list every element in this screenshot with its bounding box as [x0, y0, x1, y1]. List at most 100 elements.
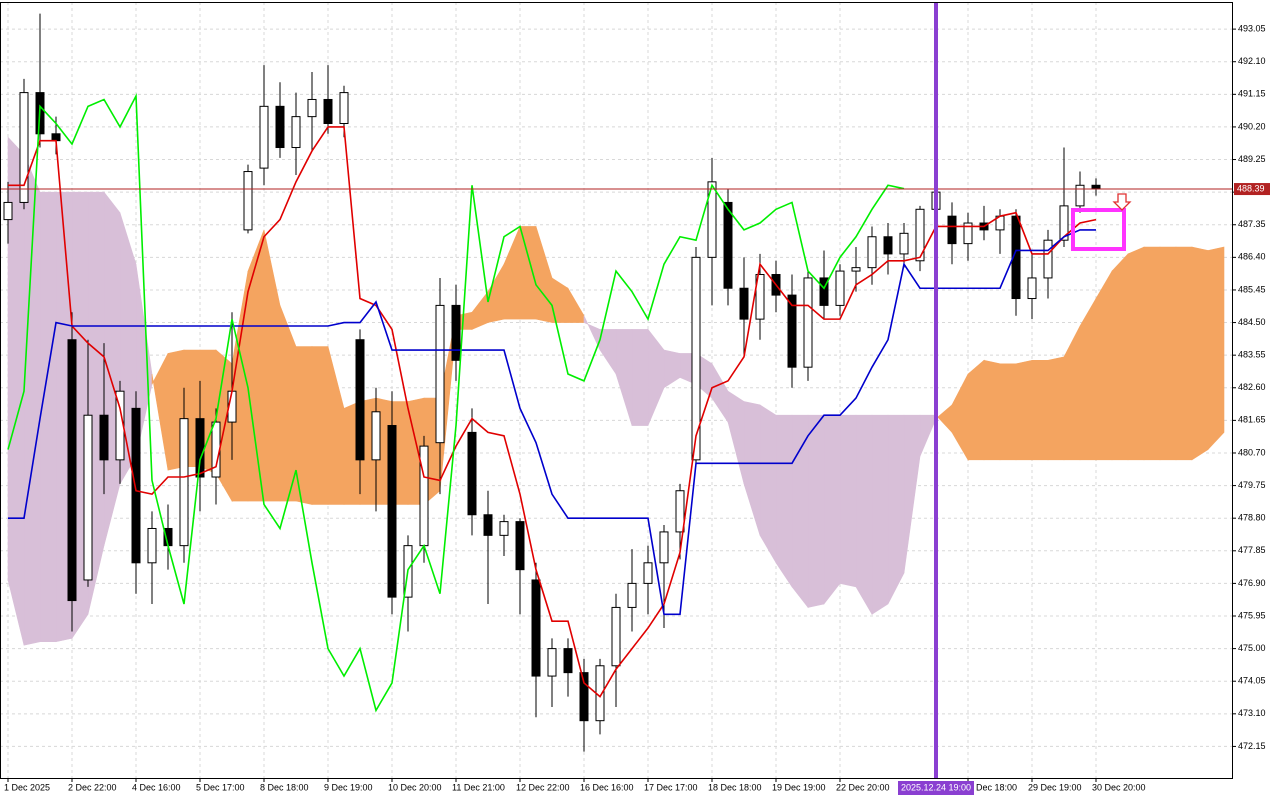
- cloud-segment: [1175, 246, 1193, 461]
- x-tick-label: 22 Dec 20:00: [836, 782, 890, 792]
- cloud-segment: [839, 414, 857, 588]
- cloud-segment: [823, 414, 841, 605]
- highlight-box: [1071, 208, 1126, 251]
- candle-body: [291, 116, 301, 149]
- cloud-segment: [1079, 297, 1097, 461]
- indicator-line: [7, 92, 905, 713]
- y-tick-label: 475.95: [1238, 610, 1266, 620]
- candle-body: [835, 270, 845, 306]
- y-tick-label: 485.45: [1238, 284, 1266, 294]
- x-tick-label: 1 Dec 2025: [4, 782, 50, 792]
- candle-body: [451, 304, 461, 361]
- y-tick-label: 476.90: [1238, 578, 1266, 588]
- y-tick-label: 486.40: [1238, 252, 1266, 262]
- crosshair-label-box: [898, 781, 974, 795]
- cloud-segment: [999, 363, 1017, 461]
- cloud-segment: [23, 154, 41, 646]
- candle-body: [243, 171, 253, 231]
- candle-body: [947, 215, 957, 245]
- candle-body: [707, 181, 717, 258]
- candle-body: [499, 521, 509, 536]
- candle-body: [1091, 184, 1101, 190]
- candle-body: [1027, 277, 1037, 300]
- cloud-segment: [887, 414, 905, 605]
- candle-body: [1043, 239, 1053, 279]
- x-tick-label: 2 Dec 22:00: [68, 782, 117, 792]
- candle-body: [675, 490, 685, 533]
- cloud-segment: [791, 414, 809, 609]
- cloud-segment: [1143, 246, 1161, 461]
- cloud-segment: [1031, 360, 1049, 461]
- candle-body: [1059, 205, 1069, 241]
- candle-body: [179, 418, 189, 547]
- x-tick-label: 30 Dec 20:00: [1092, 782, 1146, 792]
- cloud-segment: [1159, 246, 1177, 461]
- x-tick-label: 10 Dec 20:00: [388, 782, 442, 792]
- candle-body: [867, 236, 877, 269]
- cloud-segment: [103, 191, 121, 546]
- plot: [0, 2, 1232, 778]
- candle-body: [883, 236, 893, 255]
- candle-body: [819, 277, 829, 306]
- candle-body: [1075, 184, 1085, 207]
- y-tick-label: 478.80: [1238, 513, 1266, 523]
- cloud-segment: [1015, 359, 1033, 461]
- cloud-segment: [855, 414, 873, 616]
- y-tick-label: 473.10: [1238, 708, 1266, 718]
- cloud-segment: [967, 359, 985, 461]
- cloud-segment: [1207, 246, 1225, 451]
- candle-body: [963, 222, 973, 245]
- cloud-segment: [775, 414, 793, 588]
- x-tick-label: 11 Dec 21:00: [452, 782, 505, 792]
- candle-body: [915, 208, 925, 262]
- candle-body: [419, 445, 429, 547]
- candle-body: [259, 105, 269, 169]
- y-tick-label: 487.35: [1238, 219, 1266, 229]
- y-tick-label: 493.05: [1238, 23, 1266, 33]
- candle-body: [627, 582, 637, 608]
- y-tick-label: 490.20: [1238, 121, 1266, 131]
- cloud-segment: [631, 329, 649, 426]
- candle-body: [531, 579, 541, 677]
- y-tick-label: 483.55: [1238, 350, 1266, 360]
- signal-arrow: [1112, 193, 1132, 211]
- y-tick-label: 484.50: [1238, 317, 1266, 327]
- candle-body: [787, 294, 797, 368]
- candle-body: [323, 98, 333, 124]
- candle-body: [131, 407, 141, 564]
- candle-body: [467, 431, 477, 516]
- candle-body: [483, 514, 493, 536]
- axes: 472.15 473.10 474.05 475.00 475.95 476.90 477.…: [4, 23, 1270, 795]
- x-tick-label: 18 Dec 18:00: [708, 782, 762, 792]
- last-price-label: 488.39: [1237, 183, 1265, 193]
- cloud-segment: [311, 346, 329, 505]
- crosshair-label: 2025.12.24 19:00: [901, 782, 971, 792]
- candle-body: [723, 201, 733, 289]
- cloud-segment: [983, 359, 1001, 461]
- x-tick-label: 16 Dec 16:00: [580, 782, 634, 792]
- candle-body: [643, 562, 653, 584]
- candle-body: [659, 531, 669, 564]
- cloud-segment: [1191, 246, 1209, 461]
- cloud-segment: [1127, 246, 1145, 461]
- cloud-segment: [871, 414, 889, 615]
- candle-body: [387, 425, 397, 598]
- indicator-line: [8, 229, 1096, 616]
- cloud: [7, 136, 1225, 646]
- candle-body: [899, 232, 909, 255]
- candle-body: [371, 411, 381, 461]
- candle-body: [691, 256, 701, 461]
- cloud-segment: [519, 226, 537, 320]
- plot-frame: [0, 2, 1233, 779]
- candle-body: [755, 274, 765, 320]
- y-tick-label: 491.15: [1238, 89, 1266, 99]
- y-tick-label: 479.75: [1238, 480, 1266, 490]
- indicator-line: [8, 126, 1097, 698]
- x-tick-label: 8 Dec 18:00: [260, 782, 309, 792]
- cloud-segment: [247, 229, 265, 502]
- x-tick-label: 4 Dec 16:00: [132, 782, 181, 792]
- candle-body: [339, 92, 349, 124]
- candle-body: [67, 339, 77, 602]
